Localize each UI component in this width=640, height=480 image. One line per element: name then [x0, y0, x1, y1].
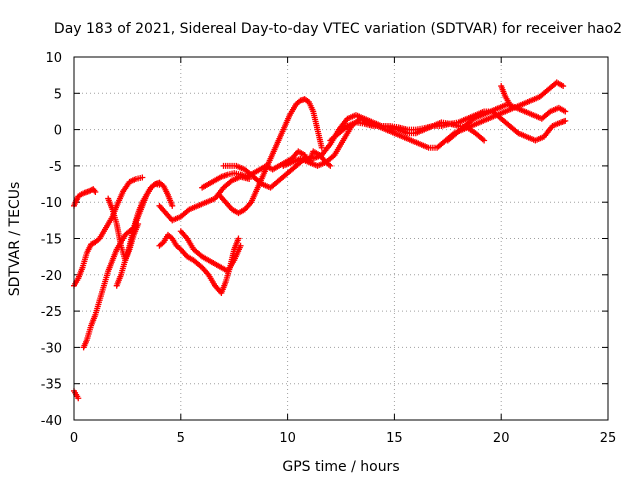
x-tick-label: 15: [386, 431, 403, 446]
series-arc-13: [280, 79, 567, 169]
data-point: [237, 242, 244, 249]
data-point: [135, 220, 142, 227]
series-arc-1: [71, 186, 99, 209]
data-point: [481, 137, 488, 144]
y-tick-label: -15: [41, 233, 62, 248]
y-tick-label: -10: [41, 196, 62, 211]
series-arc-8: [156, 231, 242, 296]
y-tick-label: 5: [54, 87, 62, 102]
x-tick-label: 10: [279, 431, 296, 446]
series-arc-2: [71, 174, 146, 289]
series-arc-16: [498, 83, 513, 108]
data-point: [169, 202, 176, 209]
data-point: [75, 395, 82, 402]
x-tick-label: 20: [493, 431, 510, 446]
data-point: [139, 174, 146, 181]
plot-frame: [73, 56, 609, 421]
data-point: [92, 189, 99, 196]
series-arc-6: [113, 220, 142, 289]
series-arc-4: [80, 181, 163, 351]
y-tick-label: 0: [54, 124, 62, 139]
x-tick-label: 0: [70, 431, 78, 446]
y-tick-label: -40: [41, 414, 62, 429]
series-arc-3: [71, 387, 82, 402]
series-arc-15: [444, 101, 569, 144]
data-point: [562, 108, 569, 115]
y-tick-label: -30: [41, 341, 62, 356]
series-arc-7: [156, 173, 253, 224]
data-points: [71, 79, 569, 402]
data-point: [506, 101, 513, 108]
x-tick-label: 25: [600, 431, 617, 446]
y-tick-label: 10: [45, 51, 62, 66]
data-point: [560, 83, 567, 90]
data-point: [562, 117, 569, 124]
y-tick-label: -5: [49, 160, 62, 175]
series-arc-9: [177, 228, 244, 275]
chart-title: Day 183 of 2021, Sidereal Day-to-day VTE…: [54, 21, 622, 37]
y-tick-label: -25: [41, 305, 62, 320]
y-tick-label: -20: [41, 269, 62, 284]
x-axis-label: GPS time / hours: [282, 459, 399, 475]
x-tick-label: 5: [177, 431, 185, 446]
data-point: [235, 235, 242, 242]
data-point: [318, 144, 325, 151]
axis-ticks: 0 5 10 15 20 25 -40 -35 -30 -25 -20 -15 -10 -5 0 5 10: [41, 51, 617, 446]
y-tick-label: -35: [41, 378, 62, 393]
y-axis-label: SDTVAR / TECUs: [7, 182, 23, 297]
data-point: [327, 162, 334, 169]
